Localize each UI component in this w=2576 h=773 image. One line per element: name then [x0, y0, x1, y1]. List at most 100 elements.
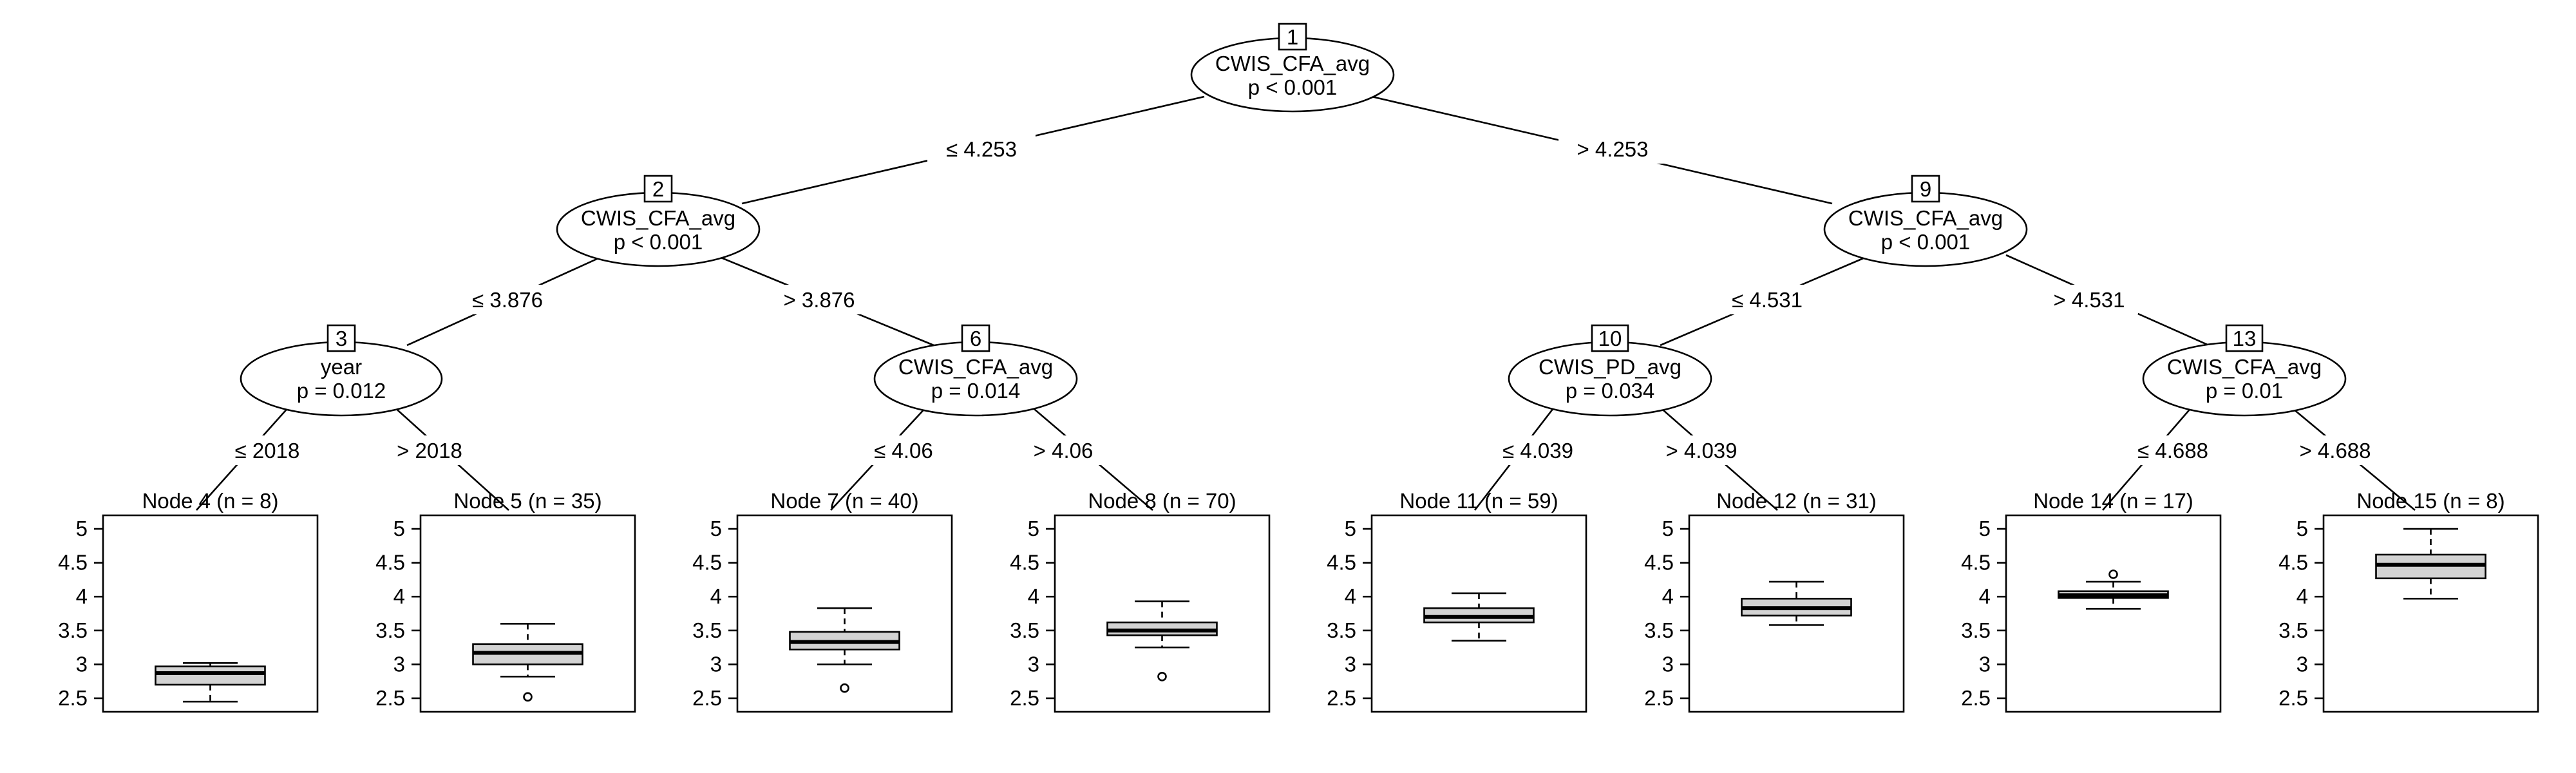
- outlier-point: [523, 692, 533, 702]
- y-tick-label: 3: [1028, 652, 1039, 676]
- terminal-node-title: Node 7 (n = 40): [770, 489, 918, 513]
- y-tick-label: 3: [710, 652, 722, 676]
- y-tick-label: 3: [393, 652, 405, 676]
- node-id: 9: [1920, 177, 1931, 201]
- terminal-node-title: Node 4 (n = 8): [142, 489, 279, 513]
- y-tick-label: 4: [1979, 584, 1991, 608]
- terminal-node-title: Node 8 (n = 70): [1088, 489, 1236, 513]
- edge-label: ≤ 4.039: [1502, 439, 1573, 463]
- y-tick-label: 5: [393, 517, 405, 540]
- y-tick-label: 3: [2297, 652, 2308, 676]
- edge-label: ≤ 4.06: [874, 439, 933, 463]
- outlier-point: [840, 683, 849, 693]
- edge-label: > 4.688: [2299, 439, 2371, 463]
- y-tick-label: 3.5: [1327, 618, 1356, 642]
- node-id: 2: [652, 177, 664, 201]
- y-tick-label: 4: [1028, 584, 1039, 608]
- y-tick-label: 3.5: [1644, 618, 1674, 642]
- edge-label: > 4.531: [2053, 288, 2125, 312]
- node-pvalue: p = 0.01: [2206, 379, 2283, 403]
- y-tick-label: 3: [76, 652, 88, 676]
- y-tick-label: 2.5: [1644, 686, 1674, 710]
- terminal-node: Node 12 (n = 31) 2.5 3 3.5 4 4.5 5: [1644, 489, 1905, 713]
- y-tick-label: 3.5: [58, 618, 88, 642]
- y-tick-label: 4.5: [1327, 551, 1356, 575]
- node-variable: CWIS_CFA_avg: [898, 355, 1053, 379]
- node-id-box: [643, 175, 673, 203]
- node-pvalue: p < 0.001: [1248, 75, 1338, 99]
- terminal-node: Node 8 (n = 70) 2.5 3 3.5 4 4.5 5: [1010, 489, 1271, 713]
- node-id-box: [2225, 324, 2264, 352]
- y-tick-label: 3.5: [375, 618, 405, 642]
- edge-label: > 4.039: [1665, 439, 1737, 463]
- y-tick-label: 2.5: [58, 686, 88, 710]
- y-tick-label: 5: [1662, 517, 1674, 540]
- terminal-node: Node 15 (n = 8) 2.5 3 3.5 4 4.5 5: [2278, 489, 2539, 713]
- inner-node-6: 6 CWIS_CFA_avg p = 0.014: [873, 324, 1078, 417]
- y-tick-label: 4.5: [692, 551, 722, 575]
- y-tick-label: 4: [1662, 584, 1674, 608]
- y-tick-label: 4: [710, 584, 722, 608]
- y-tick-label: 4: [76, 584, 88, 608]
- inner-node-1: 1 CWIS_CFA_avg p < 0.001: [1190, 23, 1395, 113]
- y-tick-label: 2.5: [1327, 686, 1356, 710]
- terminal-node-title: Node 12 (n = 31): [1716, 489, 1877, 513]
- outlier-point: [1157, 672, 1167, 682]
- plot-panel: [2005, 514, 2222, 713]
- node-id-box: [1591, 324, 1629, 352]
- node-id: 10: [1598, 327, 1622, 350]
- edge-label: > 4.06: [1034, 439, 1094, 463]
- y-tick-label: 2.5: [1010, 686, 1039, 710]
- terminal-node: Node 4 (n = 8) 2.5 3 3.5 4 4.5 5: [58, 489, 319, 713]
- terminal-node: Node 11 (n = 59) 2.5 3 3.5 4 4.5 5: [1327, 489, 1587, 713]
- y-tick-label: 5: [1979, 517, 1991, 540]
- terminal-nodes: Node 4 (n = 8) 2.5 3 3.5 4 4.5 5 Node 5 (n = 35…: [58, 489, 2539, 713]
- y-tick-label: 3: [1979, 652, 1991, 676]
- y-tick-label: 4: [1345, 584, 1356, 608]
- y-tick-label: 3: [1345, 652, 1356, 676]
- terminal-node-title: Node 5 (n = 35): [453, 489, 601, 513]
- edge-label: ≤ 2018: [235, 439, 300, 463]
- plot-panel: [2322, 514, 2539, 713]
- y-tick-label: 4.5: [2278, 551, 2308, 575]
- y-tick-label: 4: [393, 584, 405, 608]
- node-pvalue: p = 0.014: [931, 379, 1021, 403]
- node-id: 6: [970, 327, 981, 350]
- y-tick-label: 2.5: [2278, 686, 2308, 710]
- y-tick-label: 3.5: [692, 618, 722, 642]
- y-tick-label: 5: [2297, 517, 2308, 540]
- edge-label: ≤ 4.688: [2137, 439, 2208, 463]
- y-tick-label: 3.5: [1961, 618, 1991, 642]
- edge-label: > 3.876: [783, 288, 855, 312]
- y-tick-label: 5: [1028, 517, 1039, 540]
- y-tick-label: 4.5: [1961, 551, 1991, 575]
- outlier-point: [2108, 569, 2118, 579]
- y-tick-label: 4.5: [1644, 551, 1674, 575]
- y-tick-label: 3.5: [1010, 618, 1039, 642]
- edge-label: > 4.253: [1577, 137, 1648, 161]
- node-id: 13: [2233, 327, 2257, 350]
- y-tick-label: 2.5: [375, 686, 405, 710]
- node-pvalue: p = 0.034: [1566, 379, 1655, 403]
- edge-label: ≤ 3.876: [472, 288, 543, 312]
- node-variable: CWIS_CFA_avg: [581, 206, 735, 230]
- terminal-node-title: Node 15 (n = 8): [2356, 489, 2505, 513]
- terminal-node-title: Node 14 (n = 17): [2033, 489, 2193, 513]
- node-variable: year: [321, 355, 362, 379]
- edge-labels: ≤ 4.253 > 4.253 ≤ 3.876 > 3.876 ≤ 4.531 …: [225, 134, 2380, 465]
- node-variable: CWIS_CFA_avg: [1215, 52, 1370, 75]
- terminal-node: Node 7 (n = 40) 2.5 3 3.5 4 4.5 5: [692, 489, 953, 713]
- node-id-box: [1278, 23, 1307, 51]
- terminal-node: Node 14 (n = 17) 2.5 3 3.5 4 4.5 5: [1961, 489, 2222, 713]
- node-id: 1: [1287, 25, 1298, 49]
- y-tick-label: 4.5: [375, 551, 405, 575]
- y-tick-label: 3: [1662, 652, 1674, 676]
- inner-node-13: 13 CWIS_CFA_avg p = 0.01: [2142, 324, 2347, 417]
- node-id-box: [961, 324, 990, 352]
- node-id: 3: [336, 327, 347, 350]
- y-tick-label: 4.5: [58, 551, 88, 575]
- inner-node-10: 10 CWIS_PD_avg p = 0.034: [1508, 324, 1712, 417]
- node-pvalue: p < 0.001: [1881, 230, 1971, 254]
- inner-node-2: 2 CWIS_CFA_avg p < 0.001: [556, 175, 761, 267]
